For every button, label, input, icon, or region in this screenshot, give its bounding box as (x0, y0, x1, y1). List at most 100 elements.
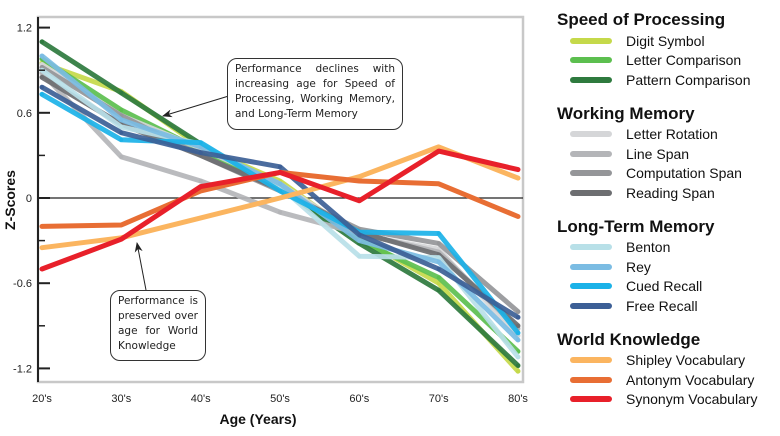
legend-label: Synonym Vocabulary (626, 391, 758, 408)
legend-group-title: World Knowledge (557, 329, 701, 349)
legend: Speed of Processing Digit Symbol Letter Co… (557, 9, 777, 422)
data-point (516, 363, 520, 368)
legend-item: Shipley Vocabulary (557, 351, 777, 371)
legend-label: Line Span (626, 145, 690, 162)
data-point (436, 255, 441, 260)
legend-swatch (570, 396, 612, 403)
annotation-preserved: Performance is preserved over age for Wo… (110, 290, 206, 361)
legend-item: Synonym Vocabulary (557, 390, 777, 410)
x-tick-label: 30's (111, 393, 131, 405)
data-point (119, 130, 124, 135)
legend-label: Cued Recall (626, 278, 703, 295)
data-point (516, 355, 520, 360)
data-point (516, 323, 520, 328)
data-point (436, 288, 441, 293)
x-tick-label: 60's (349, 393, 369, 405)
data-point (198, 178, 203, 183)
data-point (516, 309, 520, 314)
data-point (119, 237, 124, 242)
legend-swatch (570, 357, 612, 364)
axes-layer: 1.2 0.6 0 -0.6 -1.2 20's 30's 40's 50's 60's 70's 8… (13, 17, 528, 405)
legend-swatch (570, 57, 612, 64)
data-point (436, 181, 441, 186)
data-point (119, 125, 124, 129)
data-point (278, 164, 282, 169)
legend-label: Digit Symbol (626, 32, 705, 49)
data-point (198, 215, 203, 220)
y-tick-label: -1.2 (13, 363, 32, 375)
legend-label: Computation Span (626, 165, 742, 182)
legend-swatch (570, 263, 612, 270)
data-point (119, 154, 124, 159)
data-point (119, 90, 124, 95)
x-tick-label: 40's (191, 393, 211, 405)
legend-group-title: Long-Term Memory (557, 216, 715, 236)
data-point (436, 259, 441, 264)
y-tick-label: 0 (26, 193, 32, 205)
callout-arrow-decline (162, 94, 233, 118)
data-point (516, 176, 520, 181)
data-point (357, 178, 362, 183)
data-point (278, 181, 282, 186)
y-tick-label: -0.6 (13, 278, 32, 290)
data-point (40, 75, 44, 80)
data-point (40, 224, 44, 229)
data-point (357, 174, 362, 179)
legend-label: Rey (626, 258, 651, 275)
data-point (198, 150, 203, 155)
data-point (357, 198, 362, 203)
data-point (357, 254, 362, 259)
data-point (119, 107, 124, 112)
legend-item: Free Recall (557, 296, 777, 316)
legend-swatch (570, 283, 612, 290)
legend-swatch (570, 376, 612, 383)
legend-swatch (570, 189, 612, 196)
x-tick-label: 80's (508, 393, 528, 405)
legend-item: Letter Rotation (557, 125, 777, 145)
legend-group: Long-Term Memory Benton Rey Cued Recall Free… (557, 216, 777, 316)
data-point (436, 241, 441, 246)
data-point (436, 281, 441, 286)
legend-item: Cued Recall (557, 277, 777, 297)
data-point (119, 117, 124, 122)
x-tick-label: 70's (429, 393, 449, 405)
legend-group: Speed of Processing Digit Symbol Letter Co… (557, 9, 777, 90)
x-axis-title: Age (Years) (219, 411, 296, 427)
y-tick-label: 0.6 (17, 108, 32, 120)
data-point (436, 267, 441, 271)
data-point (516, 315, 520, 320)
legend-item: Pattern Comparison (557, 70, 777, 90)
series-layer (38, 39, 523, 374)
data-point (40, 39, 44, 44)
data-point (198, 184, 203, 189)
legend-item: Reading Span (557, 183, 777, 203)
data-point (40, 54, 44, 58)
legend-group-title: Speed of Processing (557, 10, 726, 29)
data-point (436, 149, 441, 154)
legend-label: Letter Rotation (626, 126, 718, 143)
y-axis-title: Z-Scores (2, 170, 18, 230)
data-point (198, 140, 203, 145)
callout-arrow-preserved (134, 242, 147, 291)
data-point (278, 188, 282, 193)
data-point (516, 338, 520, 342)
legend-item: Benton (557, 238, 777, 258)
legend-swatch (570, 76, 612, 83)
data-point (119, 137, 124, 142)
legend-swatch (570, 244, 612, 251)
legend-label: Pattern Comparison (626, 71, 751, 88)
data-point (40, 92, 44, 97)
x-tick-label: 50's (270, 393, 290, 405)
data-point (357, 232, 362, 237)
legend-label: Shipley Vocabulary (626, 352, 746, 369)
legend-swatch (570, 150, 612, 157)
data-point (357, 238, 362, 243)
legend-item: Letter Comparison (557, 51, 777, 71)
data-point (516, 167, 520, 172)
data-point (278, 210, 282, 215)
data-point (40, 85, 44, 90)
legend-group: World Knowledge Shipley Vocabulary Antonym… (557, 329, 777, 410)
legend-label: Benton (626, 239, 671, 256)
data-point (119, 222, 124, 227)
